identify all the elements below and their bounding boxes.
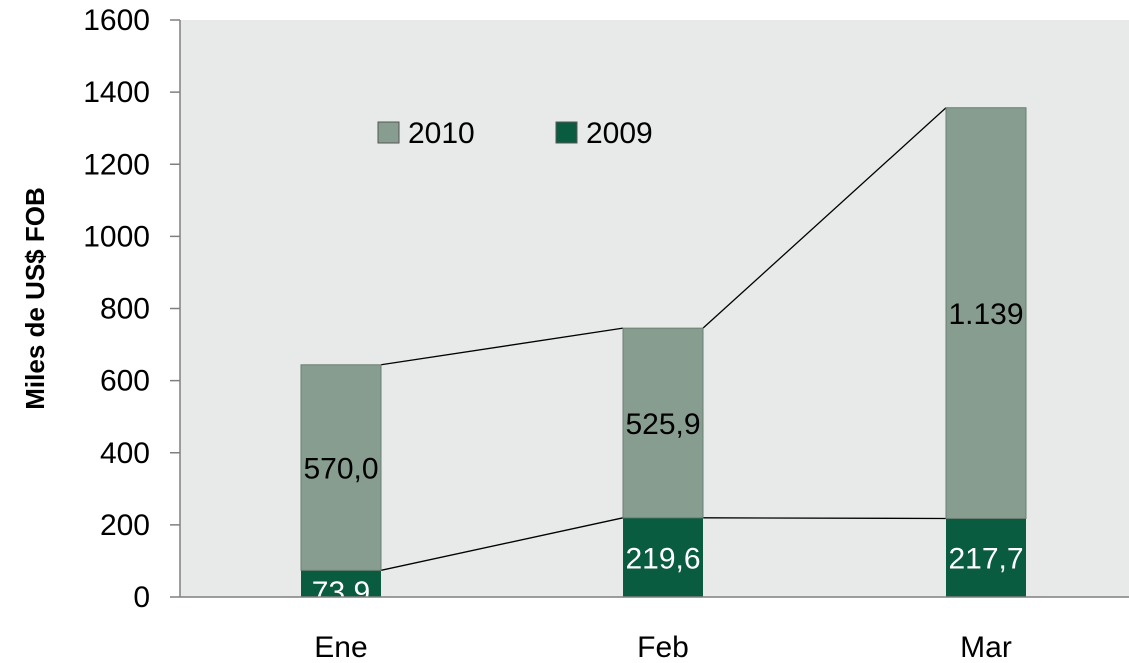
connector-2009 <box>702 517 947 520</box>
y-tick-label: 1600 <box>83 4 150 37</box>
data-label-2010-feb: 525,9 <box>625 408 700 441</box>
bar-2009-mar <box>946 518 1026 597</box>
y-tick-label: 1400 <box>83 76 150 109</box>
x-tick-labels: Ene Feb Mar <box>314 631 1012 663</box>
data-label-2009-feb: 219,6 <box>625 542 700 575</box>
connector-2009 <box>380 517 624 571</box>
y-tick-label: 600 <box>100 365 150 398</box>
bar-2010-mar <box>945 107 1027 519</box>
x-tick-label: Ene <box>314 631 367 663</box>
data-label-2010-ene: 570,0 <box>303 453 378 486</box>
connector-total <box>702 107 947 329</box>
legend-swatch-2010 <box>377 121 400 144</box>
y-tick-label: 800 <box>100 293 150 326</box>
x-tick-label: Feb <box>637 631 689 663</box>
y-tick-labels: 0 200 400 600 800 1000 1200 1400 1600 <box>83 4 180 614</box>
bar-2010-ene <box>300 364 382 571</box>
connector-total <box>380 327 624 366</box>
legend-label-2010: 2010 <box>408 117 475 150</box>
bar-2009-feb <box>623 517 703 597</box>
y-tick-label: 0 <box>133 581 150 614</box>
legend-label-2009: 2009 <box>586 117 653 150</box>
x-tick-label: Mar <box>960 631 1012 663</box>
bars: 73,9 570,0 219,6 525,9 217,7 1.139 <box>300 107 1027 609</box>
data-label-2010-mar: 1.139 <box>948 298 1023 331</box>
y-axis-label: Miles de US$ FOB <box>20 187 50 410</box>
legend-swatch-2009 <box>555 121 578 144</box>
y-tick-label: 200 <box>100 509 150 542</box>
bar-2009-ene <box>301 570 381 597</box>
data-label-2009-mar: 217,7 <box>948 543 1023 576</box>
legend: 2010 2009 <box>377 117 653 150</box>
y-tick-label: 1000 <box>83 220 150 253</box>
y-tick-label: 1200 <box>83 148 150 181</box>
y-tick-label: 400 <box>100 437 150 470</box>
data-label-2009-ene: 73,9 <box>312 576 370 609</box>
connector-lines <box>380 107 947 571</box>
bar-2010-feb <box>622 327 704 519</box>
